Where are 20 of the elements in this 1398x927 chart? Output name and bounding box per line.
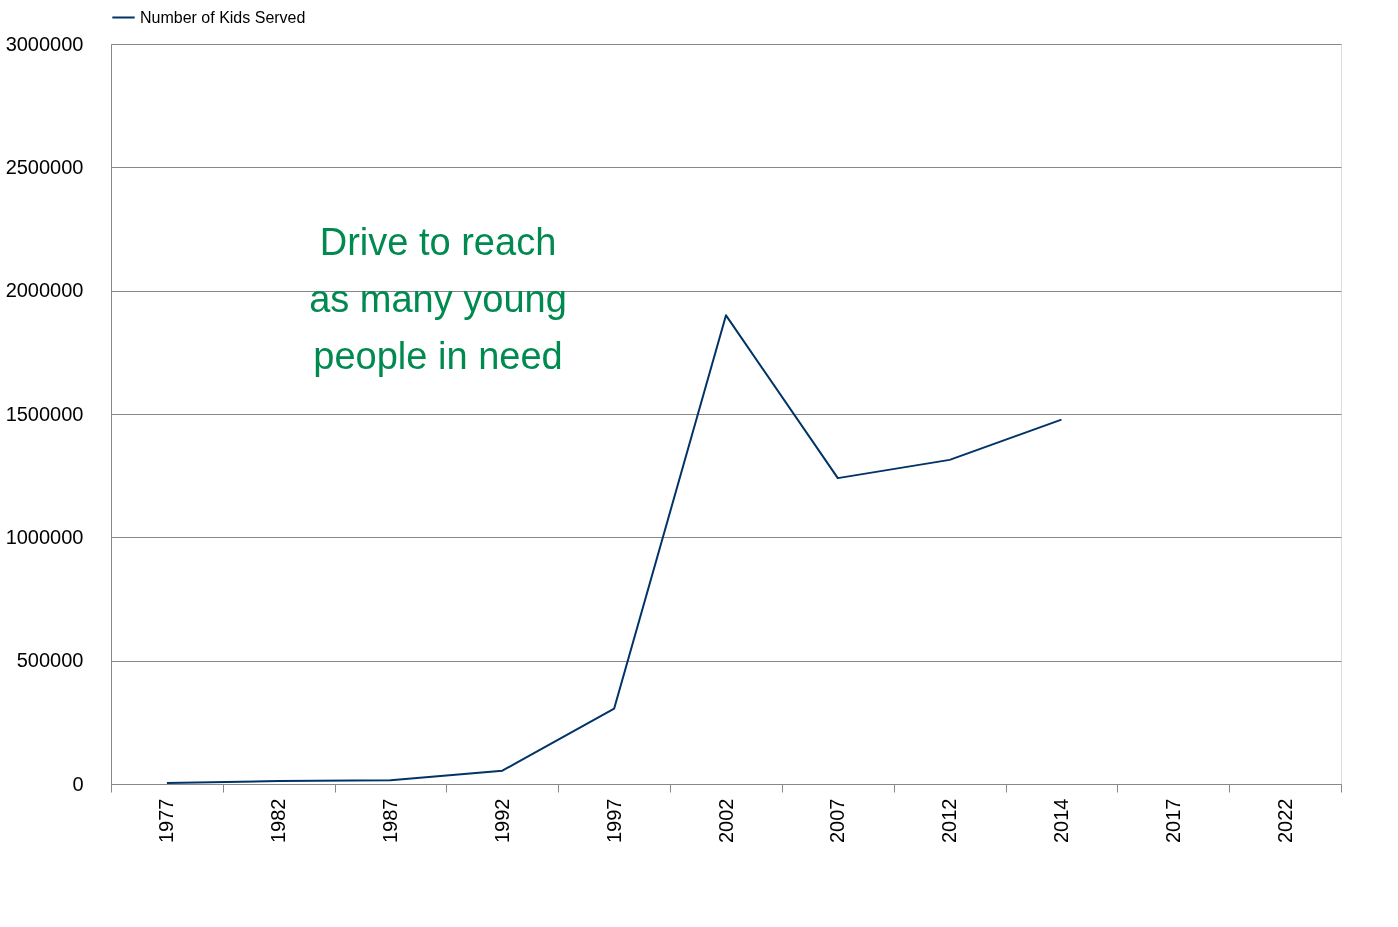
x-tick-label: 2017 xyxy=(1161,798,1184,843)
y-tick-label: 2000000 xyxy=(5,279,84,302)
y-tick-label: 1000000 xyxy=(5,525,84,548)
x-tick-label: 1982 xyxy=(267,798,290,843)
y-tick-label: 1500000 xyxy=(5,402,84,425)
y-tick-label: 500000 xyxy=(16,649,84,672)
x-tick-label: 2022 xyxy=(1273,798,1296,843)
x-tick-label: 2002 xyxy=(714,798,737,843)
x-tick-label: 1992 xyxy=(490,798,513,843)
x-tick-label: 1997 xyxy=(602,798,625,843)
annotation: Drive to reach as many young people in need xyxy=(309,221,567,377)
y-tick-label: 0 xyxy=(72,772,84,795)
x-tick-label: 2007 xyxy=(826,798,849,843)
x-tick-label: 2014 xyxy=(1049,798,1072,843)
y-tick-label: 2500000 xyxy=(5,155,84,178)
x-tick-label: 2012 xyxy=(938,798,961,843)
y-tick-label: 3000000 xyxy=(5,32,84,55)
legend-label: Number of Kids Served xyxy=(140,8,306,26)
x-tick-label: 1987 xyxy=(379,798,402,843)
x-tick-label: 1977 xyxy=(155,798,178,843)
